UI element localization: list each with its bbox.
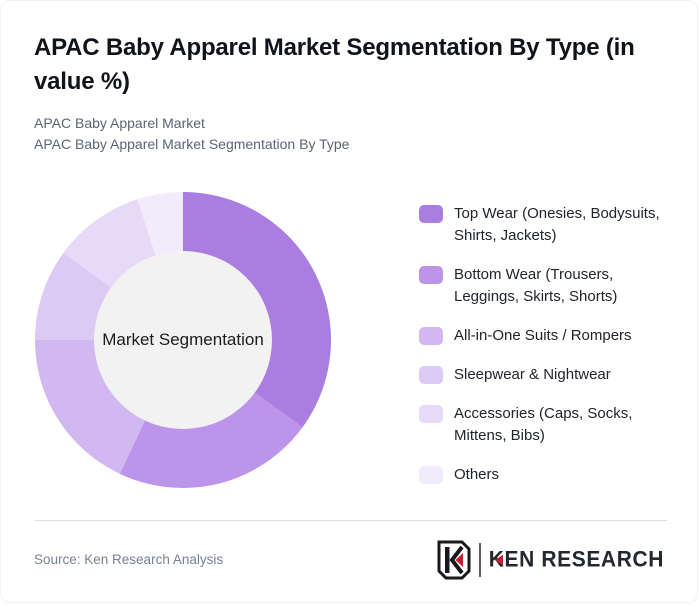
k-red-accent-icon <box>494 554 503 566</box>
footer-divider <box>35 520 667 521</box>
page-title: APAC Baby Apparel Market Segmentation By… <box>34 34 635 95</box>
subtitle-line-2: APAC Baby Apparel Market Segmentation By… <box>34 136 350 152</box>
legend: Top Wear (Onesies, Bodysuits, Shirts, Ja… <box>419 203 681 503</box>
ken-research-emblem-icon <box>437 540 471 580</box>
source-note: Source: Ken Research Analysis <box>34 552 224 567</box>
legend-swatch <box>419 405 443 423</box>
legend-swatch <box>419 266 443 284</box>
legend-item: Accessories (Caps, Socks, Mittens, Bibs) <box>419 403 681 447</box>
legend-swatch <box>419 205 443 223</box>
legend-swatch <box>419 466 443 484</box>
legend-label: Top Wear (Onesies, Bodysuits, Shirts, Ja… <box>454 205 660 244</box>
legend-label: Accessories (Caps, Socks, Mittens, Bibs) <box>454 405 633 444</box>
legend-label: Others <box>454 466 500 483</box>
donut-center-label: Market Segmentation <box>102 330 264 349</box>
brand-wordmark: K EN RESEARCH <box>489 547 664 572</box>
logo-divider <box>478 543 481 577</box>
legend-label: Bottom Wear (Trousers, Leggings, Skirts,… <box>454 266 618 305</box>
ken-research-logo: K EN RESEARCH <box>437 538 664 582</box>
legend-item: Others <box>419 464 681 486</box>
brand-rest: EN RESEARCH <box>504 547 664 572</box>
legend-swatch <box>419 366 443 384</box>
legend-item: Bottom Wear (Trousers, Leggings, Skirts,… <box>419 264 681 308</box>
subtitle-line-1: APAC Baby Apparel Market <box>34 115 205 131</box>
legend-item: Sleepwear & Nightwear <box>419 364 681 386</box>
legend-item: All-in-One Suits / Rompers <box>419 325 681 347</box>
donut-chart: Market Segmentation <box>35 192 331 488</box>
donut-hole: Market Segmentation <box>94 251 272 429</box>
legend-label: All-in-One Suits / Rompers <box>454 327 632 344</box>
legend-label: Sleepwear & Nightwear <box>454 366 611 383</box>
legend-swatch <box>419 327 443 345</box>
chart-subtitle: APAC Baby Apparel Market APAC Baby Appar… <box>34 113 674 155</box>
legend-item: Top Wear (Onesies, Bodysuits, Shirts, Ja… <box>419 203 681 247</box>
